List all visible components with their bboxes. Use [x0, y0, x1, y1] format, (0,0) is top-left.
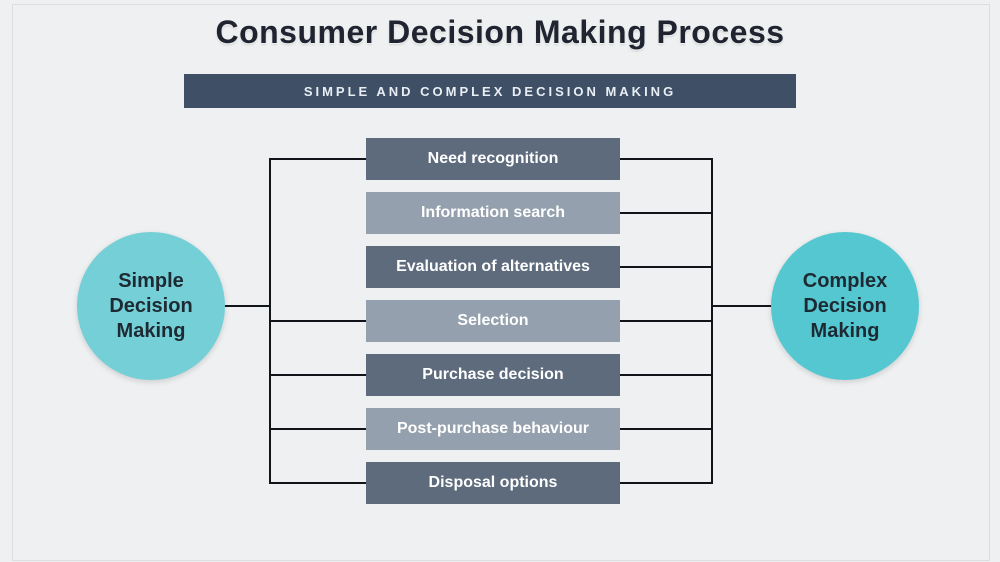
process-step: Need recognition	[366, 138, 620, 180]
simple-decision-circle: Simple Decision Making	[77, 232, 225, 380]
complex-decision-circle: Complex Decision Making	[771, 232, 919, 380]
process-step-label: Purchase decision	[422, 366, 563, 384]
process-step: Evaluation of alternatives	[366, 246, 620, 288]
process-step-label: Need recognition	[428, 150, 559, 168]
process-step: Selection	[366, 300, 620, 342]
process-step: Post-purchase behaviour	[366, 408, 620, 450]
simple-decision-label: Simple Decision Making	[109, 269, 192, 344]
process-step-label: Evaluation of alternatives	[396, 258, 590, 276]
process-step: Purchase decision	[366, 354, 620, 396]
process-step-label: Disposal options	[429, 474, 558, 492]
process-step-label: Post-purchase behaviour	[397, 420, 589, 438]
process-step-label: Information search	[421, 204, 565, 222]
process-step: Information search	[366, 192, 620, 234]
process-step-label: Selection	[457, 312, 528, 330]
diagram-canvas: Consumer Decision Making Process SIMPLE …	[0, 0, 1000, 562]
process-step: Disposal options	[366, 462, 620, 504]
complex-decision-label: Complex Decision Making	[803, 269, 887, 344]
